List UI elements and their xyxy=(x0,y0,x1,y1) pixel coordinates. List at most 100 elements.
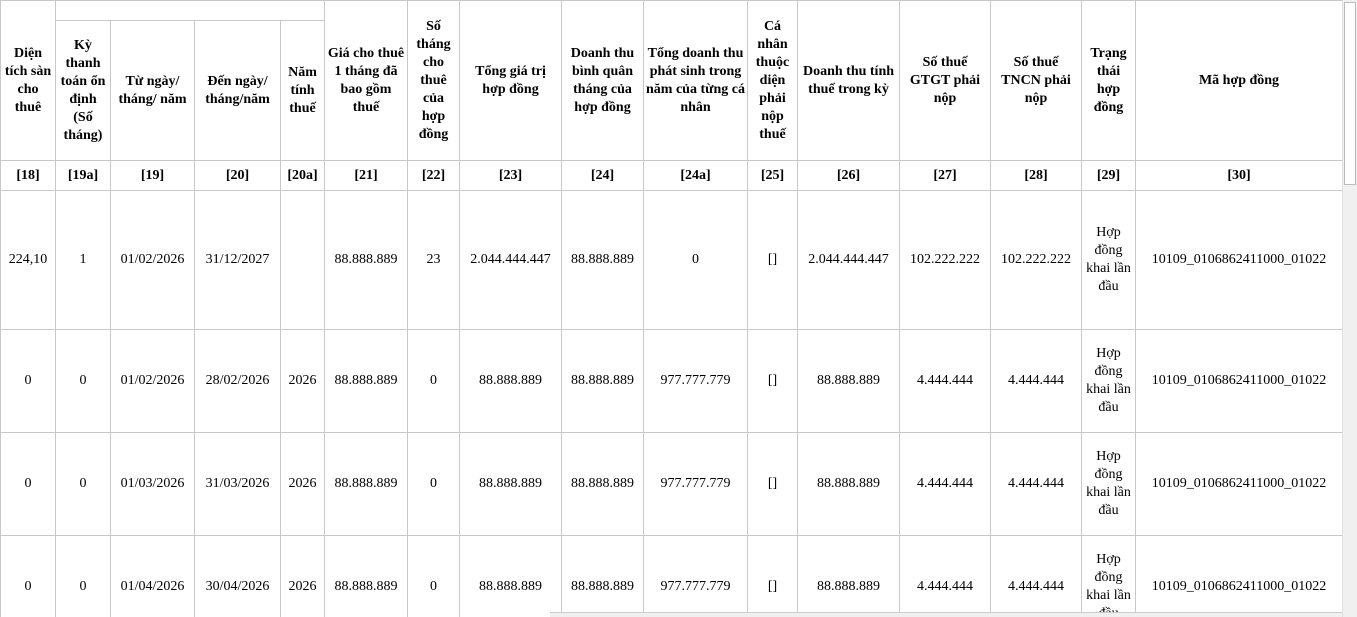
cell: 2026 xyxy=(280,329,325,433)
column-header: Mã hợp đồng xyxy=(1135,0,1342,161)
table-body: 224,10 1 01/02/2026 31/12/2027 88.888.889 23 2… xyxy=(0,190,1342,617)
cell: [] xyxy=(747,329,798,433)
cell: 88.888.889 xyxy=(561,535,644,617)
cell: 4.444.444 xyxy=(899,329,991,433)
column-header: Từ ngày/ tháng/ năm xyxy=(110,20,195,161)
column-code: [25] xyxy=(747,160,798,191)
column-header: Giá cho thuê 1 tháng đã bao gồm thuế xyxy=(324,0,408,161)
column-code: [24a] xyxy=(643,160,748,191)
contract-code: 10109_0106862411000_01022 xyxy=(1135,535,1342,617)
header-row: Diện tích sàn cho thuê Giá cho thuê 1 thá… xyxy=(0,0,1342,161)
cell: 977.777.779 xyxy=(643,432,748,536)
cell: 23 xyxy=(407,190,460,330)
cell: 4.444.444 xyxy=(899,535,991,617)
column-code: [29] xyxy=(1081,160,1136,191)
cell: 224,10 xyxy=(0,190,56,330)
contract-code: 10109_0106862411000_01022 xyxy=(1135,329,1342,433)
cell xyxy=(280,190,325,330)
cell: 01/03/2026 xyxy=(110,432,195,536)
column-code: [19a] xyxy=(55,160,111,191)
horizontal-scrollbar[interactable] xyxy=(550,612,1342,617)
column-code: [21] xyxy=(324,160,408,191)
cell: 4.444.444 xyxy=(899,432,991,536)
column-header: Số tháng cho thuê của hợp đồng xyxy=(407,0,460,161)
column-code: [26] xyxy=(797,160,900,191)
vertical-scrollbar[interactable] xyxy=(1342,0,1357,617)
cell: 01/02/2026 xyxy=(110,329,195,433)
column-header: Diện tích sàn cho thuê xyxy=(0,0,56,161)
cell: 88.888.889 xyxy=(797,535,900,617)
column-header: Tổng giá trị hợp đồng xyxy=(459,0,562,161)
column-code: [27] xyxy=(899,160,991,191)
cell: 31/12/2027 xyxy=(194,190,281,330)
column-header: Doanh thu bình quân tháng của hợp đồng xyxy=(561,0,644,161)
cell: 88.888.889 xyxy=(459,329,562,433)
cell: 977.777.779 xyxy=(643,329,748,433)
cell: 102.222.222 xyxy=(990,190,1082,330)
cell: 4.444.444 xyxy=(990,432,1082,536)
cell: 0 xyxy=(407,329,460,433)
cell: 88.888.889 xyxy=(324,535,408,617)
column-code: [22] xyxy=(407,160,460,191)
cell: Hợp đồng khai lần đầu xyxy=(1081,329,1136,433)
data-row: 0 0 01/03/2026 31/03/2026 2026 88.888.889 0 88.… xyxy=(0,432,1342,536)
cell: 2.044.444.447 xyxy=(459,190,562,330)
cell: [] xyxy=(747,535,798,617)
cell: 0 xyxy=(55,432,111,536)
cell: 88.888.889 xyxy=(797,329,900,433)
column-code: [18] xyxy=(0,160,56,191)
cell: 0 xyxy=(55,535,111,617)
cell: [] xyxy=(747,432,798,536)
column-code: [20a] xyxy=(280,160,325,191)
cell: 30/04/2026 xyxy=(194,535,281,617)
cell: 31/03/2026 xyxy=(194,432,281,536)
column-header: Số thuế GTGT phải nộp xyxy=(899,0,991,161)
table-header: Diện tích sàn cho thuê Giá cho thuê 1 thá… xyxy=(0,0,1342,191)
column-code: [24] xyxy=(561,160,644,191)
cell: 2026 xyxy=(280,535,325,617)
cell: 01/04/2026 xyxy=(110,535,195,617)
cell: 4.444.444 xyxy=(990,329,1082,433)
cell: 0 xyxy=(643,190,748,330)
cell: 88.888.889 xyxy=(324,190,408,330)
cell: 2.044.444.447 xyxy=(797,190,900,330)
column-code: [20] xyxy=(194,160,281,191)
column-header: Số thuế TNCN phải nộp xyxy=(990,0,1082,161)
column-code: [23] xyxy=(459,160,562,191)
cell: Hợp đồng khai lần đầu xyxy=(1081,432,1136,536)
cell: 88.888.889 xyxy=(324,432,408,536)
cell: 88.888.889 xyxy=(324,329,408,433)
column-code: [30] xyxy=(1135,160,1342,191)
column-header: Kỳ thanh toán ổn định (Số tháng) xyxy=(55,20,111,161)
column-header: Năm tính thuế xyxy=(280,20,325,161)
cell: 28/02/2026 xyxy=(194,329,281,433)
contract-code: 10109_0106862411000_01022 xyxy=(1135,190,1342,330)
cell: [] xyxy=(747,190,798,330)
cell: 88.888.889 xyxy=(459,535,562,617)
cell: 2026 xyxy=(280,432,325,536)
cell: 0 xyxy=(55,329,111,433)
cell: 0 xyxy=(407,535,460,617)
header-group xyxy=(55,0,325,21)
cell: 01/02/2026 xyxy=(110,190,195,330)
cell: Hợp đồng khai lần đầu xyxy=(1081,535,1136,617)
cell: 4.444.444 xyxy=(990,535,1082,617)
contract-code: 10109_0106862411000_01022 xyxy=(1135,432,1342,536)
cell: 88.888.889 xyxy=(797,432,900,536)
cell: 0 xyxy=(407,432,460,536)
column-header: Doanh thu tính thuế trong kỳ xyxy=(797,0,900,161)
column-header: Cá nhân thuộc diện phải nộp thuế xyxy=(747,0,798,161)
cell: 0 xyxy=(0,329,56,433)
column-header: Trạng thái hợp đồng xyxy=(1081,0,1136,161)
cell: 88.888.889 xyxy=(561,329,644,433)
cell: 102.222.222 xyxy=(899,190,991,330)
cell: 0 xyxy=(0,432,56,536)
cell: Hợp đồng khai lần đầu xyxy=(1081,190,1136,330)
column-header: Tổng doanh thu phát sinh trong năm của t… xyxy=(643,0,748,161)
cell: 1 xyxy=(55,190,111,330)
column-code: [19] xyxy=(110,160,195,191)
scroll-thumb[interactable] xyxy=(1344,2,1356,185)
